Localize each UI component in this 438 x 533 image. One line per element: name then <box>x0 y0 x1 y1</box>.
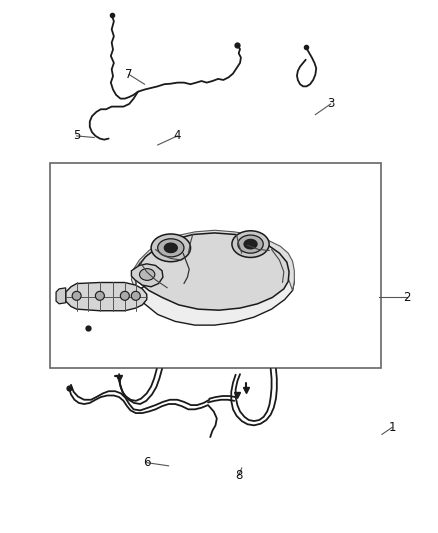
Bar <box>50 163 381 368</box>
Circle shape <box>95 292 104 300</box>
Text: 3: 3 <box>327 98 334 110</box>
Ellipse shape <box>158 239 184 257</box>
Polygon shape <box>131 264 163 287</box>
Circle shape <box>72 292 81 300</box>
Circle shape <box>131 292 140 300</box>
Polygon shape <box>134 233 289 310</box>
Ellipse shape <box>151 234 191 262</box>
Polygon shape <box>131 230 294 290</box>
Text: 7: 7 <box>125 68 133 81</box>
Ellipse shape <box>232 231 269 257</box>
Ellipse shape <box>164 243 177 253</box>
Polygon shape <box>66 282 147 311</box>
Polygon shape <box>56 288 66 304</box>
Ellipse shape <box>244 239 257 249</box>
Polygon shape <box>136 255 294 325</box>
Ellipse shape <box>139 269 155 280</box>
Text: 2: 2 <box>403 291 411 304</box>
Text: 8: 8 <box>235 469 242 482</box>
Ellipse shape <box>238 235 263 253</box>
Text: 6: 6 <box>143 456 151 469</box>
Text: 4: 4 <box>173 130 181 142</box>
Circle shape <box>120 292 129 300</box>
Text: 1: 1 <box>388 421 396 434</box>
Text: 5: 5 <box>73 130 80 142</box>
